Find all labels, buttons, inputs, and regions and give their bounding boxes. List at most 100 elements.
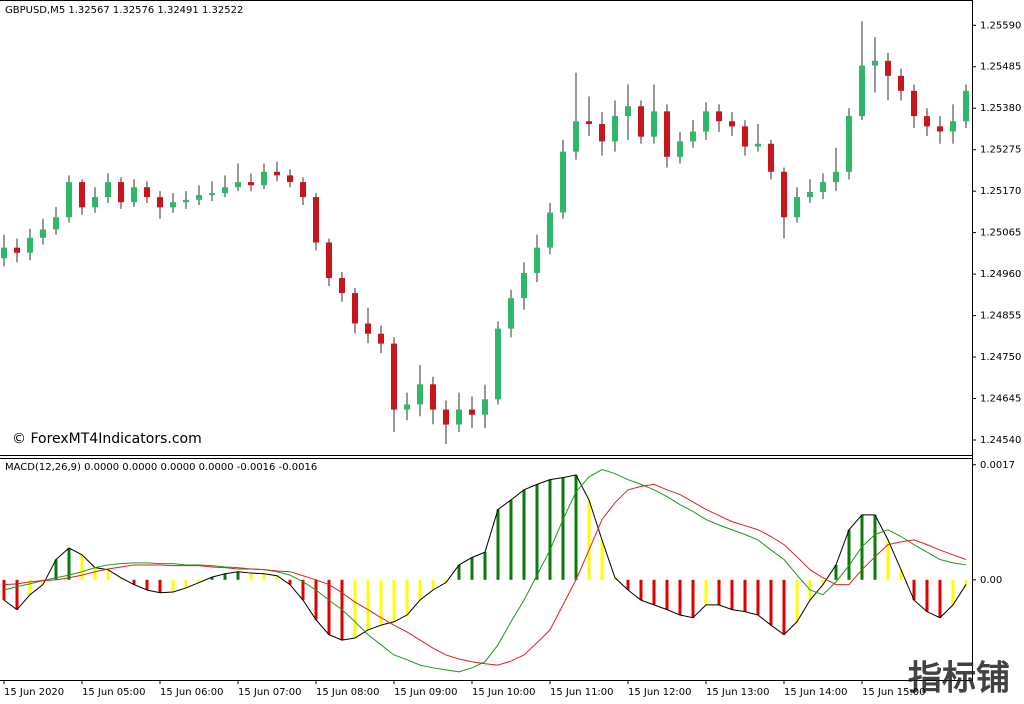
candle-body (313, 197, 319, 243)
candle-body (677, 141, 683, 157)
y-tick-label: 1.24645 (980, 394, 1021, 405)
candle-body (781, 171, 787, 218)
histogram-bar (704, 579, 708, 605)
histogram-bar (886, 539, 890, 580)
histogram-bar (535, 484, 539, 580)
x-tick-label: 15 Jun 11:00 (550, 687, 614, 698)
x-tick-label: 15 Jun 2020 (4, 687, 64, 698)
histogram-bar (769, 579, 773, 626)
candle-body (521, 272, 527, 299)
candle-body (53, 217, 59, 230)
histogram-bar (561, 477, 565, 580)
histogram-bar (873, 514, 877, 580)
candle-body (235, 182, 241, 188)
histogram-bar (964, 579, 968, 585)
candle-body (794, 197, 800, 218)
candle-body (547, 212, 553, 248)
y-tick-label: 1.25275 (980, 145, 1021, 156)
candle-body (274, 171, 280, 176)
candle-body (898, 75, 904, 91)
candle-body (40, 229, 46, 238)
histogram-bar (743, 579, 747, 612)
y-tick-label: 1.25170 (980, 186, 1021, 197)
histogram-bar (288, 579, 292, 585)
candle-body (612, 116, 618, 142)
x-tick-label: 15 Jun 07:00 (238, 687, 302, 698)
candle-body (599, 124, 605, 142)
x-tick-label: 15 Jun 08:00 (316, 687, 380, 698)
y-tick-label: 1.25590 (980, 20, 1021, 31)
candle-body (690, 131, 696, 142)
candle-body (79, 182, 85, 208)
histogram-bar (548, 479, 552, 580)
histogram-bar (15, 579, 19, 610)
histogram-bar (678, 579, 682, 616)
y-tick-label: 1.24960 (980, 269, 1021, 280)
y-tick-label: 1.24855 (980, 311, 1021, 322)
histogram-bar (665, 579, 669, 610)
histogram-bar (366, 579, 370, 630)
candle-body (586, 121, 592, 125)
histogram-bar (210, 577, 214, 580)
histogram-bar (600, 539, 604, 580)
histogram-bar (54, 559, 58, 580)
x-tick-label: 15 Jun 09:00 (394, 687, 458, 698)
y-tick-label: 0.0017 (980, 460, 1015, 471)
candle-body (560, 151, 566, 213)
histogram-bar (132, 579, 136, 585)
candle-body (495, 328, 501, 400)
histogram-outline (3, 474, 967, 641)
candle-body (105, 182, 111, 198)
candle-body (430, 384, 436, 410)
candle-body (378, 333, 384, 344)
candle-body (664, 111, 670, 157)
histogram-bar (782, 579, 786, 635)
macd-line (3, 483, 967, 666)
histogram-bar (119, 577, 123, 580)
candle-body (651, 111, 657, 137)
histogram-bar (717, 579, 721, 605)
histogram-bar (249, 573, 253, 580)
histogram-bar (327, 579, 331, 635)
x-tick-label: 15 Jun 06:00 (160, 687, 224, 698)
x-tick-label: 15 Jun 10:00 (472, 687, 536, 698)
watermark: © ForexMT4Indicators.com (12, 431, 202, 447)
candle-body (339, 278, 345, 294)
candle-body (14, 247, 20, 253)
candle-body (807, 191, 813, 198)
histogram-bar (236, 571, 240, 580)
candle-body (183, 199, 189, 203)
candle-body (118, 182, 124, 203)
histogram-bar (197, 579, 201, 583)
histogram-bar (899, 569, 903, 580)
y-tick-label: 1.25485 (980, 62, 1021, 73)
histogram-bar (847, 529, 851, 580)
x-tick-label: 15 Jun 12:00 (628, 687, 692, 698)
candle-body (131, 187, 137, 203)
candle-body (456, 409, 462, 425)
candle-body (27, 237, 33, 253)
histogram-bar (587, 499, 591, 580)
histogram-bar (184, 579, 188, 588)
candle-body (157, 197, 163, 208)
histogram-bar (730, 579, 734, 610)
candle-body (482, 399, 488, 415)
histogram-bar (392, 579, 396, 622)
histogram-bar (938, 579, 942, 618)
candle-body (196, 195, 202, 200)
candle-body (326, 242, 332, 279)
watermark: 指标铺 (908, 659, 1010, 699)
candle-body (417, 384, 423, 405)
candle-body (820, 182, 826, 192)
candle-body (755, 143, 761, 147)
x-tick-label: 15 Jun 13:00 (706, 687, 770, 698)
candle-body (443, 409, 449, 425)
indicator-title: MACD(12,26,9) 0.0000 0.0000 0.0000 0.000… (5, 462, 317, 473)
histogram-bar (28, 579, 32, 595)
histogram-bar (379, 579, 383, 626)
histogram-bar (912, 579, 916, 601)
histogram-bar (80, 554, 84, 580)
candle-body (261, 171, 267, 186)
candle-body (287, 175, 293, 183)
candle-body (924, 116, 930, 127)
